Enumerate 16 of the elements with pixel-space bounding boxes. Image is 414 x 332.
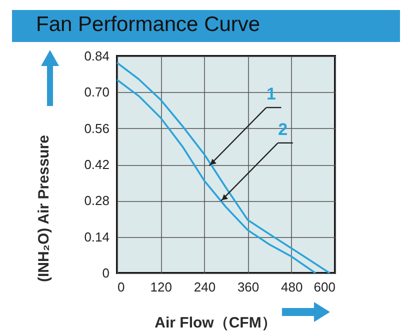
y-tick-label: 0.28 (84, 193, 110, 208)
y-tick-label: 0.84 (84, 48, 110, 64)
x-tick-label: 360 (237, 280, 260, 294)
x-tick-label: 0 (118, 280, 125, 294)
y-tick-label: 0.70 (84, 84, 110, 100)
y-tick-label: 0 (102, 266, 110, 280)
x-tick-label: 240 (194, 280, 216, 294)
y-tick-label: 0.42 (84, 157, 110, 172)
y-tick-label: 0.56 (84, 120, 110, 136)
x-axis-title: Air Flow（CFM） (154, 314, 276, 332)
x-tick-label: 120 (150, 280, 172, 294)
chart-title: Fan Performance Curve (36, 13, 260, 37)
x-tick-label: 480 (281, 280, 303, 294)
y-tick-label: 0.14 (84, 229, 110, 244)
y-axis-title: (INH₂O) Air Pressure (36, 135, 52, 282)
x-tick-label: 600 (314, 280, 336, 294)
